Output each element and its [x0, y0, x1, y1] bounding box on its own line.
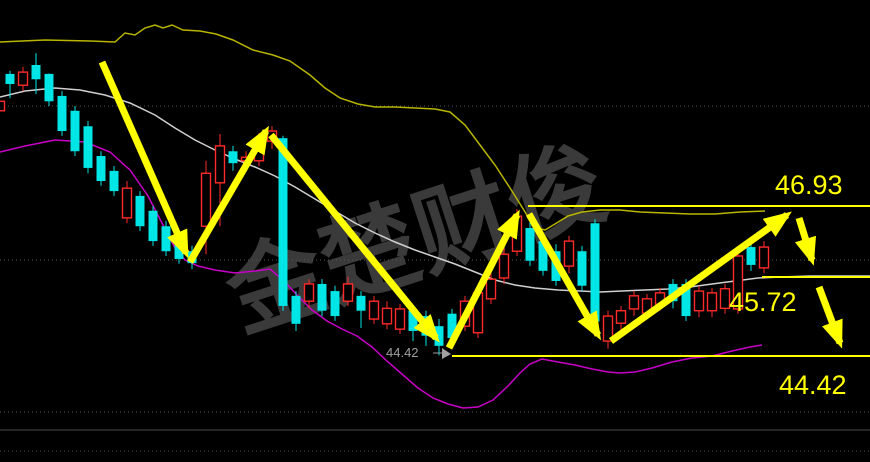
bear-candle [317, 283, 327, 311]
bull-candle [381, 307, 393, 325]
bear-candle [408, 310, 418, 331]
trend-arrow-up-icon [608, 211, 792, 344]
bull-candle [17, 71, 29, 86]
trend-arrow-down-icon [815, 285, 844, 349]
bull-candle [706, 292, 718, 312]
bear-candle [577, 251, 587, 286]
bull-candle [485, 278, 497, 300]
bull-candle [498, 253, 510, 279]
bear-candle [525, 228, 535, 261]
bull-candle [628, 295, 640, 310]
bear-candle [57, 95, 67, 132]
middle-price-label: 45.72 [729, 287, 797, 317]
bull-candle [214, 145, 226, 184]
bull-candle [563, 240, 575, 267]
bear-candle [83, 126, 93, 168]
bear-candle [96, 156, 106, 182]
bear-candle [109, 170, 119, 192]
trend-arrow-down-icon [794, 216, 817, 266]
support-price-label: 44.42 [779, 370, 847, 400]
bear-candle [291, 295, 301, 324]
bear-candle [5, 73, 15, 85]
bull-candle [732, 255, 744, 310]
bull-candle [758, 246, 770, 269]
resistance-price-label: 46.93 [775, 170, 843, 200]
bull-candle [200, 172, 212, 227]
low-marker-arrow-icon [442, 348, 451, 359]
bear-candle [148, 210, 158, 242]
bear-candle [538, 241, 548, 271]
bear-candle [31, 64, 41, 80]
bull-candle [394, 308, 406, 330]
bear-candle [70, 110, 80, 152]
trend-arrow-up-icon [445, 209, 521, 350]
bull-candle [602, 315, 614, 342]
bear-candle [590, 223, 600, 322]
trend-arrow-down-icon [268, 132, 440, 343]
bear-candle [161, 226, 171, 252]
bull-candle [368, 300, 380, 320]
upper-band-line [0, 24, 766, 231]
bear-candle [330, 291, 340, 317]
bull-candle [615, 310, 627, 324]
swing-low-price-label: 44.42 [386, 345, 419, 360]
bull-candle [693, 290, 705, 312]
bear-candle [44, 73, 54, 102]
bear-candle [135, 195, 145, 227]
middle-band-line [0, 87, 870, 293]
bear-candle [356, 295, 366, 311]
bear-candle [228, 151, 238, 164]
trend-arrow-up-icon [186, 125, 270, 264]
bear-candle [278, 138, 288, 306]
trend-arrow-down-icon [98, 60, 190, 259]
bull-candle [719, 288, 731, 310]
bull-candle [303, 283, 315, 302]
trend-arrow-down-icon [525, 212, 602, 341]
bear-candle [746, 247, 756, 265]
bull-candle [342, 283, 354, 302]
bull-candle [121, 187, 133, 219]
bear-candle [681, 283, 691, 317]
bull-candle [0, 100, 6, 112]
bear-candle [447, 313, 457, 339]
